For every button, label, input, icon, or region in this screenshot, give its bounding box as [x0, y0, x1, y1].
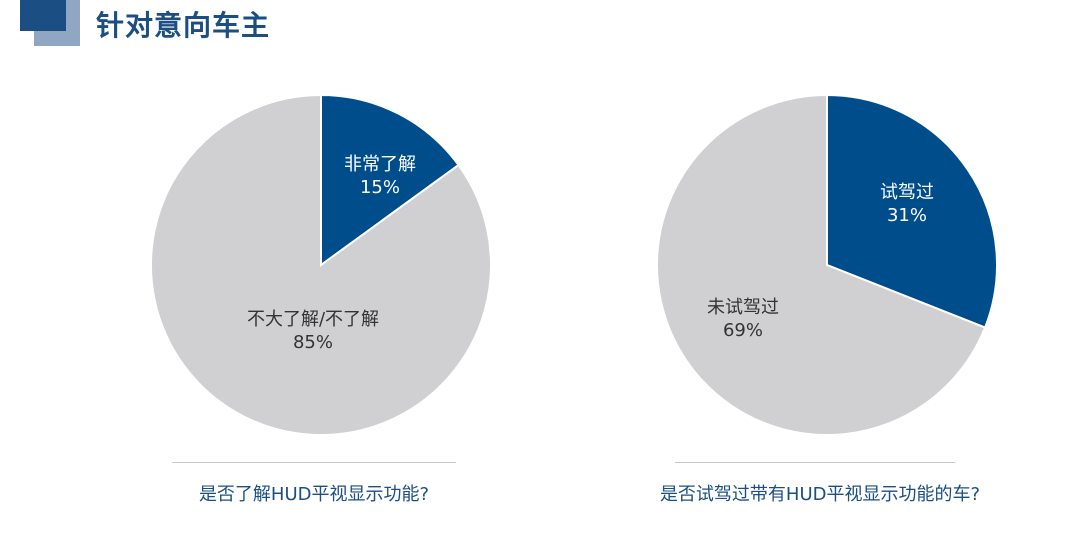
- divider-left: [172, 462, 456, 463]
- pie-slice-not-aware: [150, 93, 492, 436]
- slice-value-very-aware: 15%: [360, 177, 400, 198]
- pie-slice-test-driven: [826, 93, 998, 329]
- slice-label-test-driven: 试驾过: [880, 182, 934, 203]
- pie-slice-very-aware: [320, 93, 460, 267]
- slice-value-test-driven: 31%: [887, 205, 927, 226]
- slice-label-very-aware: 非常了解: [344, 154, 416, 175]
- slice-label-not-aware: 不大了解/不了解: [247, 309, 379, 330]
- divider-right: [675, 462, 955, 463]
- slice-value-not-test-driven: 69%: [723, 320, 763, 341]
- slice-label-not-test-driven: 未试驾过: [707, 297, 779, 318]
- title-decoration-front: [20, 0, 66, 31]
- slice-value-not-aware: 85%: [293, 332, 333, 353]
- pie-slice-not-test-driven: [656, 93, 987, 436]
- chart-caption-test-drive: 是否试驾过带有HUD平视显示功能的车?: [659, 484, 981, 505]
- page-title: 针对意向车主: [96, 9, 271, 42]
- chart-caption-awareness: 是否了解HUD平视显示功能?: [198, 484, 430, 505]
